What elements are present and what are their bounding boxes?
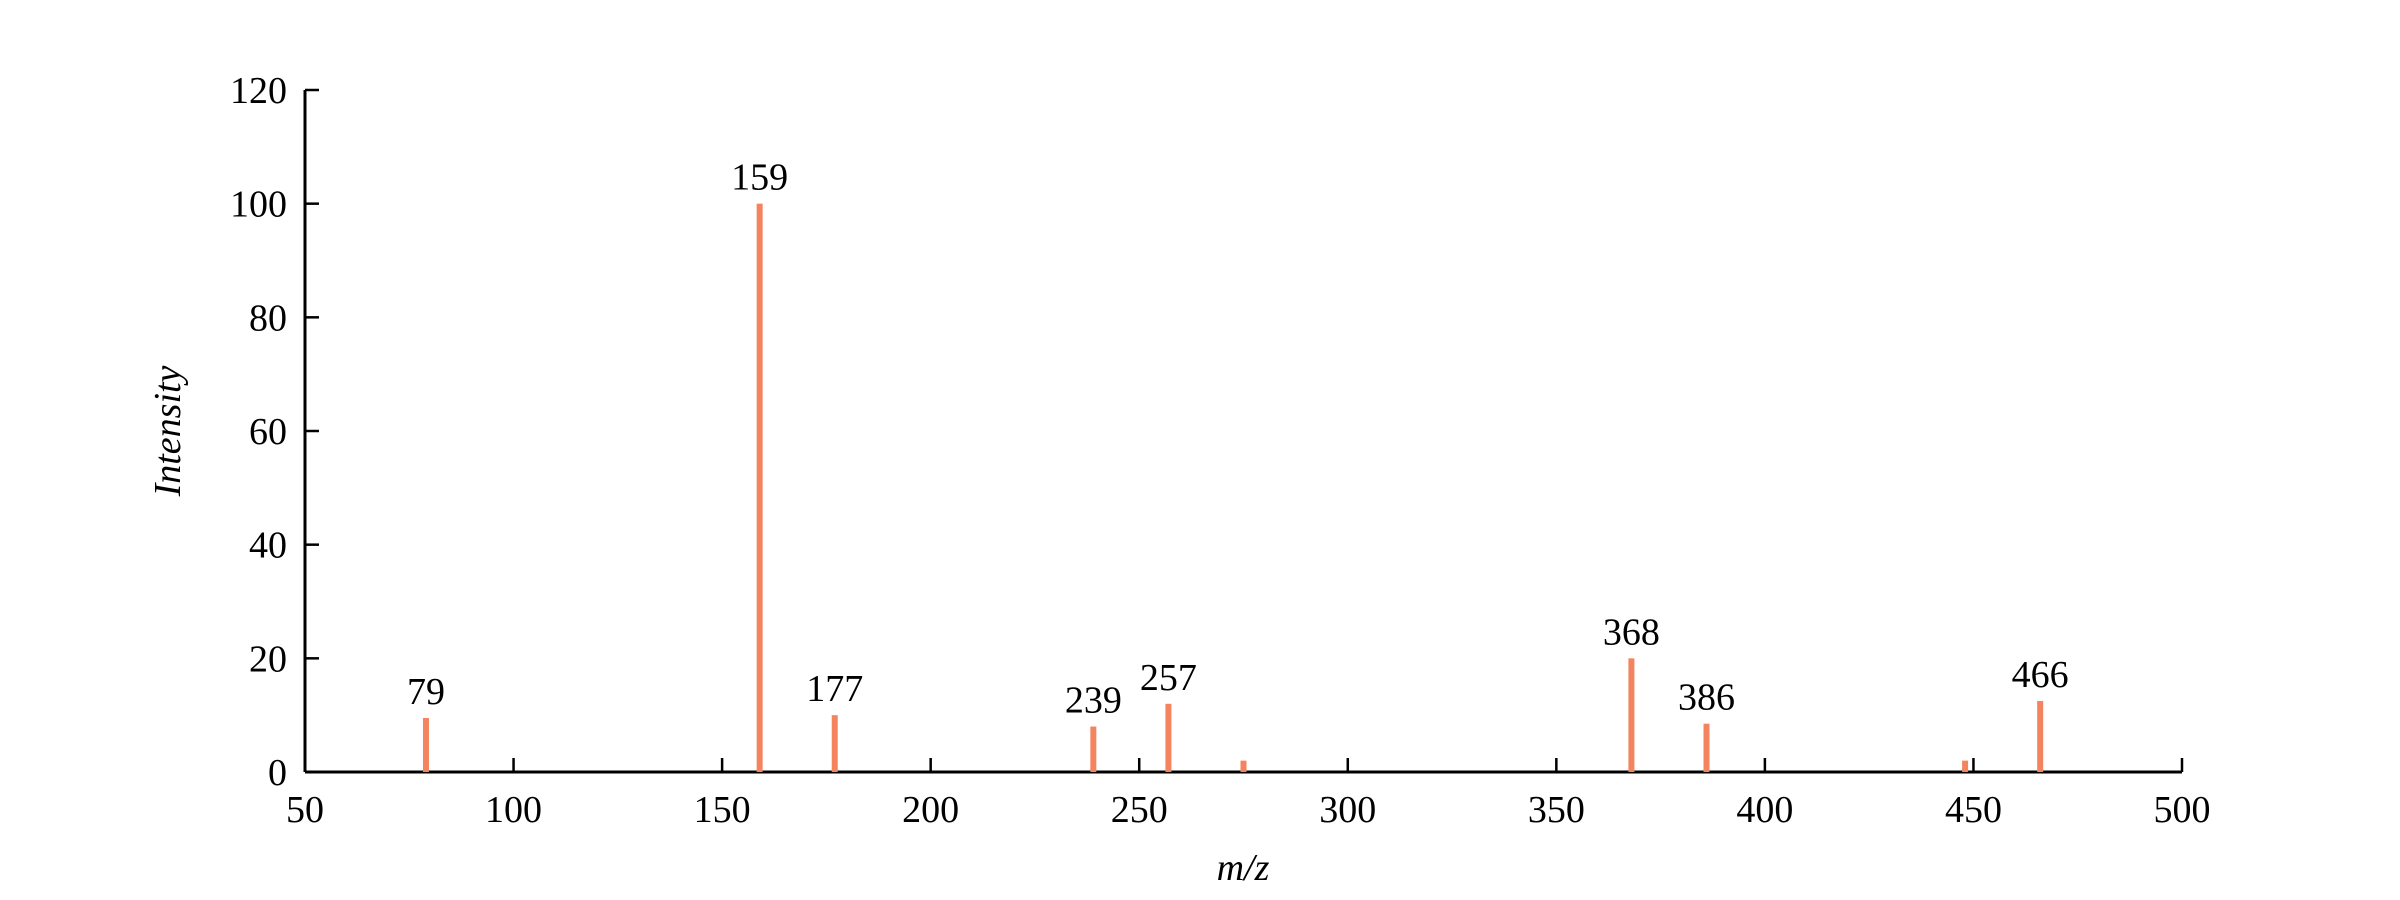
- peak-label: 79: [407, 671, 445, 713]
- y-tick-label: 80: [249, 297, 287, 339]
- peak: [1703, 723, 1710, 772]
- x-tick-label: 450: [1945, 789, 2002, 831]
- y-tick-label: 20: [249, 638, 287, 680]
- peak-label: 386: [1678, 677, 1735, 719]
- y-tick-label: 0: [268, 752, 287, 794]
- peak-label: 239: [1065, 680, 1122, 722]
- peak: [2037, 700, 2044, 772]
- x-tick-label: 150: [694, 789, 751, 831]
- y-tick-label: 60: [249, 411, 287, 453]
- x-tick-label: 200: [902, 789, 959, 831]
- peak: [1240, 760, 1247, 772]
- x-tick-label: 400: [1736, 789, 1793, 831]
- y-tick-label: 100: [230, 184, 287, 226]
- peak-label: 368: [1603, 611, 1660, 653]
- x-tick-label: 350: [1528, 789, 1585, 831]
- x-tick-label: 50: [286, 789, 324, 831]
- peak: [831, 715, 838, 772]
- x-axis-label: m/z: [1217, 847, 1270, 889]
- peak: [1090, 726, 1097, 772]
- x-tick-label: 500: [2154, 789, 2211, 831]
- x-tick-label: 100: [485, 789, 542, 831]
- peak: [756, 203, 763, 772]
- peak: [1962, 760, 1969, 772]
- peak-label: 257: [1140, 657, 1197, 699]
- y-axis-label: Intensity: [147, 365, 189, 497]
- x-tick-label: 300: [1319, 789, 1376, 831]
- x-tick-label: 250: [1111, 789, 1168, 831]
- y-tick-label: 40: [249, 525, 287, 567]
- peak: [422, 718, 429, 772]
- peak-label: 466: [2012, 654, 2069, 696]
- peak: [1628, 658, 1635, 772]
- peak: [1165, 703, 1172, 772]
- y-tick-label: 120: [230, 70, 287, 112]
- peak-label: 177: [806, 668, 863, 710]
- peak-label: 159: [731, 157, 788, 199]
